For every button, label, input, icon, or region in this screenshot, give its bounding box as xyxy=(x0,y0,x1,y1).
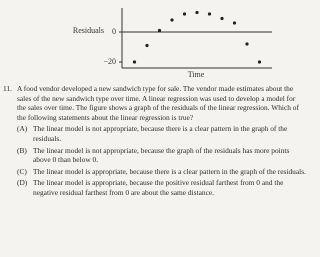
option[interactable]: (D) The linear model is appropriate, beca… xyxy=(0,178,306,197)
point xyxy=(182,12,187,16)
point xyxy=(157,28,162,33)
options: (A) The linear model is not appropriate, … xyxy=(0,124,306,197)
point xyxy=(145,43,149,48)
option[interactable]: (B) The linear model is not appropriate, … xyxy=(0,146,306,165)
question-number: 11. xyxy=(3,84,12,93)
point xyxy=(245,42,249,46)
option-label: (D) xyxy=(17,178,28,188)
option[interactable]: (A) The linear model is not appropriate, … xyxy=(0,124,306,143)
option-label: (B) xyxy=(17,145,27,155)
point xyxy=(195,10,199,15)
option-text: The linear model is appropriate, because… xyxy=(33,178,284,197)
option[interactable]: (C) The linear model is appropriate, beca… xyxy=(0,167,306,177)
option-text: The linear model is appropriate, because… xyxy=(33,166,306,176)
page: Residuals Time 0 −20 11. A food vendor de… xyxy=(0,8,306,198)
y-tick-label: 0 xyxy=(112,27,116,36)
point xyxy=(232,21,237,25)
option-label: (C) xyxy=(17,166,27,176)
y-axis-label: Residuals xyxy=(73,26,104,35)
point xyxy=(132,60,137,64)
point xyxy=(257,60,262,64)
option-text: The linear model is not appropriate, bec… xyxy=(33,124,288,143)
point xyxy=(220,16,224,21)
point xyxy=(170,18,174,22)
option-text: The linear model is not appropriate, bec… xyxy=(33,145,290,165)
question-text: A food vendor developed a new sandwich t… xyxy=(17,84,299,122)
question: 11. A food vendor developed a new sandwi… xyxy=(0,84,306,198)
y-tick-label: −20 xyxy=(103,57,116,66)
x-axis-label: Time xyxy=(188,70,205,79)
residual-plot: Residuals Time 0 −20 xyxy=(73,8,272,79)
point xyxy=(207,12,212,16)
option-label: (A) xyxy=(17,124,28,134)
